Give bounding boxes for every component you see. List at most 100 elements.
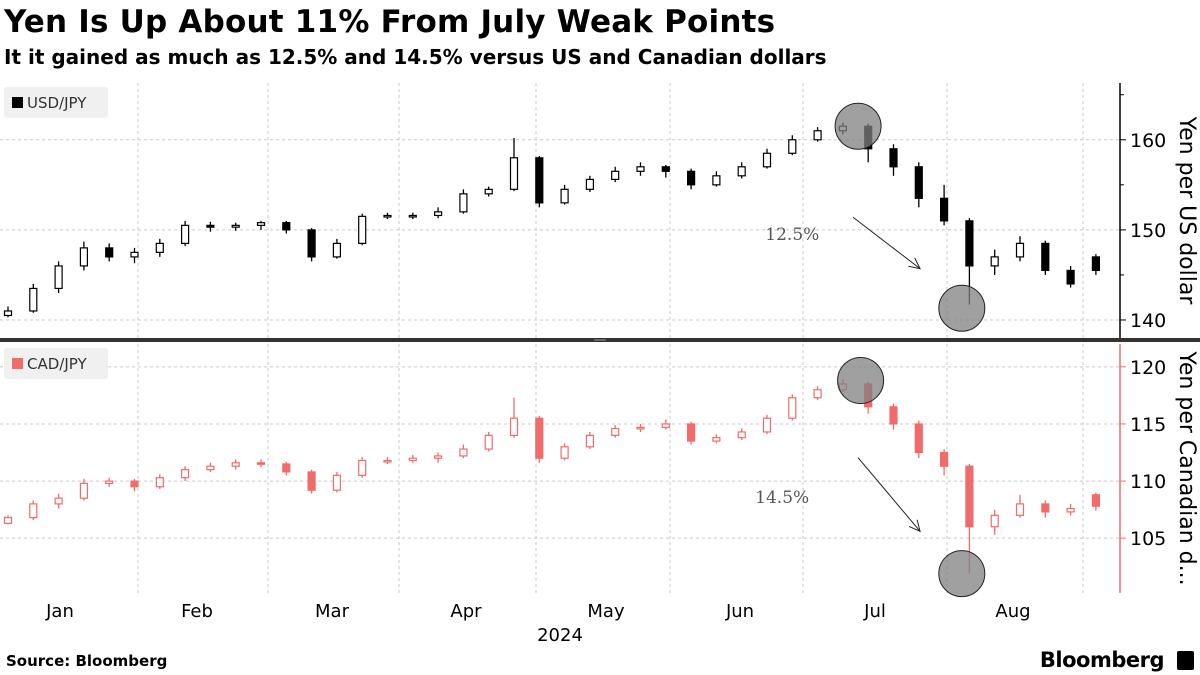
candle (130, 247, 139, 264)
candle-body-up (813, 389, 822, 399)
candle-body-up (358, 459, 367, 476)
candle-body-down (889, 406, 898, 425)
candle (585, 431, 595, 450)
candle (383, 212, 392, 220)
candle (914, 420, 923, 459)
highlight-circle (834, 102, 882, 150)
y-tick-label: 140 (1130, 310, 1166, 332)
bloomberg-logo: Bloomberg (1039, 648, 1165, 672)
candle-body-down (1091, 256, 1101, 272)
candle (307, 228, 316, 262)
cad-jpy-panel: 105 110 115 120 Yen per Canadian d... CAD/JPY… (0, 344, 1199, 598)
annotation-arrow (857, 457, 921, 532)
annotation-arrow (852, 216, 921, 270)
candle-body-up (332, 242, 341, 258)
candle (181, 220, 190, 247)
candle (459, 444, 468, 459)
candle-body-up (1015, 503, 1025, 516)
candle-body-up (383, 214, 392, 218)
bloomberg-terminal-icon (1177, 651, 1194, 670)
candle-body-up (459, 193, 468, 213)
candle-body-down (307, 229, 316, 258)
candle (535, 155, 544, 208)
candle-body-up (788, 139, 797, 154)
candle (611, 166, 620, 183)
candle (509, 397, 519, 438)
candle (686, 421, 696, 445)
candle (939, 184, 949, 226)
candle (155, 238, 164, 257)
candle-body-down (1091, 494, 1101, 507)
candle (686, 168, 696, 190)
y-axis-title: Yen per Canadian d... (1174, 350, 1199, 585)
candle-body-up (408, 457, 417, 462)
candle (636, 162, 645, 176)
candle-body-up (560, 446, 569, 459)
candle-body-up (54, 265, 63, 290)
candle-body-up (762, 417, 772, 433)
y-tick-label: 120 (1130, 357, 1166, 379)
candle (3, 515, 13, 525)
candle-body-up (509, 157, 519, 190)
candle (990, 509, 999, 535)
candle-body-up (712, 437, 721, 442)
x-tick-label: Jan (45, 601, 74, 622)
candle (408, 212, 417, 220)
candle-body-down (1041, 242, 1050, 272)
candle (1066, 265, 1075, 288)
candle-body-up (79, 247, 89, 267)
candle (206, 462, 215, 472)
candle-body-down (1041, 503, 1050, 513)
candle (231, 459, 240, 470)
candle (484, 431, 493, 452)
candle (181, 466, 190, 482)
candle-body-down (686, 423, 696, 442)
candle-body-down (535, 417, 544, 459)
candle (434, 452, 443, 463)
candle-body-up (231, 462, 240, 467)
usd-jpy-panel: 140 150 160 Yen per US dollar USD/JPY 12.5% (0, 83, 1199, 338)
candle-body-up (560, 188, 569, 204)
highlight-circle (938, 284, 986, 332)
candle (29, 283, 38, 313)
candle (661, 164, 670, 178)
candle (256, 459, 266, 468)
candle-body-up (79, 482, 89, 499)
candle (3, 306, 13, 318)
legend-box (4, 348, 108, 379)
chart-subtitle: It it gained as much as 12.5% and 14.5% … (4, 45, 827, 69)
candle (889, 144, 898, 176)
candle-body-down (965, 465, 974, 528)
candle-body-down (206, 224, 215, 228)
candle-body-up (990, 514, 999, 528)
candle-body-up (231, 224, 240, 228)
highlight-circle (837, 357, 885, 405)
candle-body-up (54, 497, 63, 505)
candle-body-up (181, 224, 190, 244)
candle (1041, 240, 1050, 275)
candle (484, 186, 493, 197)
candle (788, 135, 797, 156)
candle-body-down (914, 423, 923, 454)
candle-body-up (3, 517, 13, 524)
y-tick-label: 150 (1130, 220, 1166, 242)
arrow-head-icon (908, 257, 921, 270)
candle (661, 419, 670, 430)
candle-body-up (788, 397, 797, 419)
x-tick-label: Mar (315, 601, 350, 622)
annotation-label: 14.5% (755, 488, 809, 508)
candle (1091, 254, 1101, 275)
candle-body-up (408, 214, 417, 218)
candle (332, 471, 341, 493)
candle (990, 249, 999, 275)
candle-body-up (509, 417, 519, 436)
candle-body-up (434, 211, 443, 217)
candle (737, 428, 746, 440)
candle-body-down (256, 462, 266, 465)
candle-body-down (1066, 269, 1075, 285)
candle-body-up (636, 166, 645, 172)
candle-body-up (1066, 507, 1075, 513)
legend-label: CAD/JPY (27, 355, 87, 373)
candle (79, 478, 89, 501)
candle (712, 171, 721, 187)
